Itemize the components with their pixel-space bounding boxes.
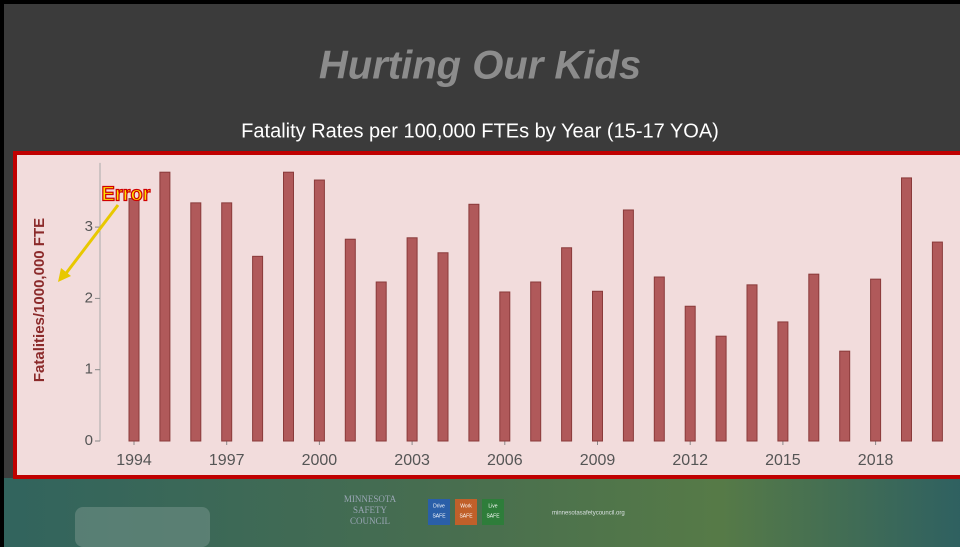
y-tick-label: 3 (85, 218, 93, 235)
x-tick-label: 2012 (672, 452, 708, 469)
bar (530, 281, 542, 442)
annotation-arrow (62, 204, 120, 277)
bar (931, 241, 943, 442)
x-tick-label: 2000 (302, 452, 338, 469)
x-tick-label: 2009 (580, 452, 616, 469)
annotation-arrowhead (58, 268, 71, 282)
footer-shape (75, 507, 210, 547)
bar (159, 171, 171, 442)
footer-org: SAFETY (353, 505, 388, 515)
slide-title: Hurting Our Kids (319, 44, 641, 88)
bar (839, 350, 851, 442)
y-tick-label: 1 (85, 361, 93, 378)
bar (344, 238, 356, 442)
annotation: Error (102, 183, 151, 205)
footer-badge-label: SAFE (432, 513, 446, 519)
footer-badge-label: Drive (433, 503, 445, 509)
bar (808, 273, 820, 442)
footer-badge-label: Work (460, 503, 472, 509)
bar (653, 276, 665, 442)
x-tick-label: 2003 (394, 452, 430, 469)
bar (870, 278, 882, 442)
slide-subtitle: Fatality Rates per 100,000 FTEs by Year … (241, 120, 719, 142)
y-tick-label: 0 (85, 432, 93, 449)
footer-badge-label: SAFE (459, 513, 473, 519)
bar (128, 198, 140, 442)
bar (283, 171, 294, 442)
bar (375, 281, 387, 442)
bar (190, 202, 202, 442)
footer-org: COUNCIL (350, 516, 390, 526)
bar (437, 252, 449, 442)
x-tick-label: 1997 (209, 452, 245, 469)
bar (684, 305, 696, 442)
bar (901, 177, 912, 442)
bar (746, 284, 758, 442)
bar (622, 209, 634, 442)
footer-org: MINNESOTA (344, 494, 397, 504)
footer-badge (428, 499, 450, 525)
y-axis-label: Fatalities/1000,000 FTE (31, 218, 48, 382)
bar (313, 179, 325, 442)
bar (221, 202, 233, 442)
footer-badge (455, 499, 477, 525)
y-tick-label: 2 (85, 289, 93, 306)
footer-badge-label: SAFE (486, 513, 500, 519)
bar (252, 255, 264, 442)
x-tick-label: 1994 (116, 452, 152, 469)
chart-panel (13, 151, 960, 479)
bar (715, 335, 727, 442)
bar (561, 247, 573, 442)
bar (592, 290, 603, 442)
bar (777, 321, 789, 442)
x-tick-label: 2018 (858, 452, 894, 469)
footer-badge-label: Live (488, 503, 497, 509)
x-tick-label: 2006 (487, 452, 523, 469)
bar (499, 291, 511, 442)
x-tick-label: 2015 (765, 452, 801, 469)
footer-badges: Drive SAFE Work SAFE Live SAFE (428, 499, 504, 525)
plot: 0 1 2 3 1994 1997 2000 2003 2006 2009 2012 2015 2018 (85, 162, 943, 469)
bar (468, 203, 480, 442)
footer-badge (482, 499, 504, 525)
footer-url: minnesotasafetycouncil.org (552, 511, 625, 517)
bar (406, 237, 418, 442)
